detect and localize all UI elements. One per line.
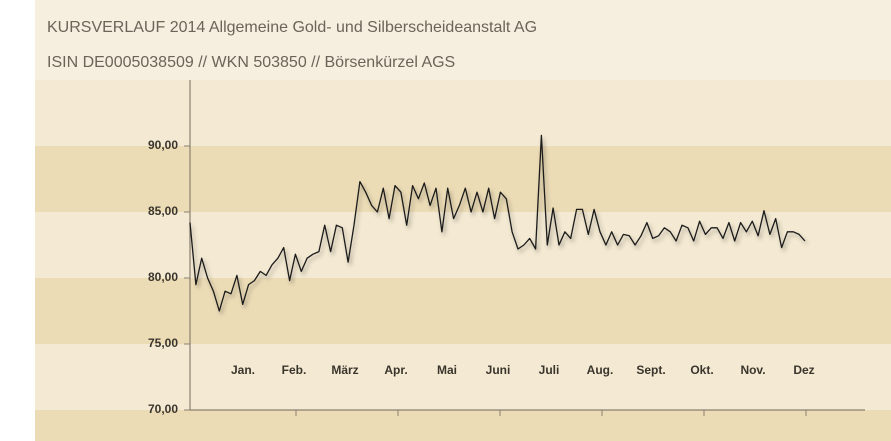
band [35, 212, 891, 278]
x-tick-label: Sept. [636, 363, 665, 377]
y-tick-label: 80,00 [148, 270, 178, 284]
price-line [189, 134, 806, 312]
y-tick-label: 90,00 [148, 138, 178, 152]
band [35, 278, 891, 344]
bottom-band [35, 410, 891, 441]
x-tick-label: Aug. [587, 363, 614, 377]
y-tick-label: 85,00 [148, 204, 178, 218]
x-tick-label: Mai [437, 363, 457, 377]
x-tick-label: Okt. [690, 363, 713, 377]
x-tick-label: Feb. [282, 363, 307, 377]
x-tick-label: Nov. [740, 363, 765, 377]
x-tick-label: März [331, 363, 358, 377]
y-tick-label: 75,00 [148, 336, 178, 350]
x-tick-label: Apr. [384, 363, 407, 377]
band [35, 146, 891, 212]
x-tick-label: Juli [539, 363, 560, 377]
y-tick-label: 70,00 [148, 402, 178, 416]
x-tick-label: Jan. [231, 363, 255, 377]
x-tick-label: Dez [793, 363, 814, 377]
chart-subtitle: ISIN DE0005038509 // WKN 503850 // Börse… [47, 54, 455, 71]
band [35, 80, 891, 146]
x-tick-label: Juni [486, 363, 511, 377]
band [35, 344, 891, 410]
chart-title: KURSVERLAUF 2014 Allgemeine Gold- und Si… [47, 19, 537, 36]
